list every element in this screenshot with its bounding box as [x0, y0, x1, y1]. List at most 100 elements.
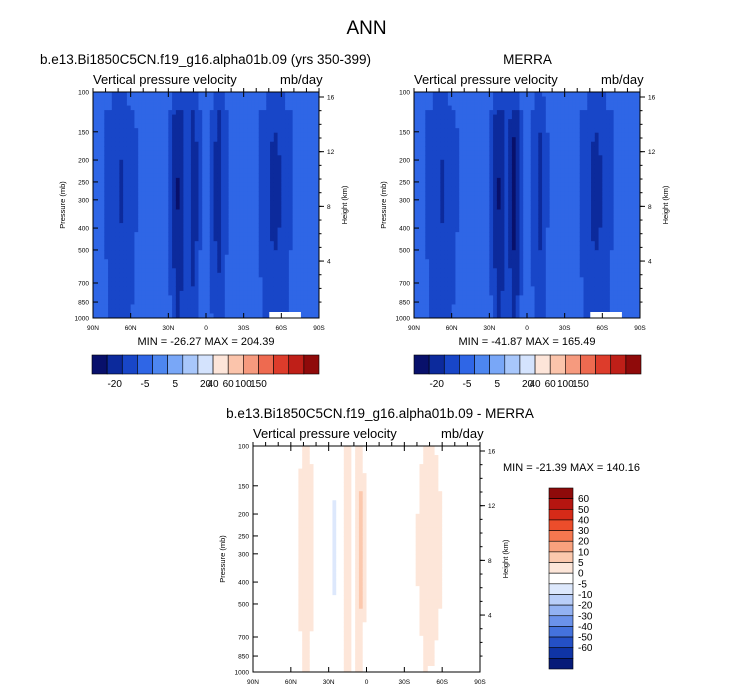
- heatmap-cell: [96, 164, 101, 170]
- heatmap-cell: [288, 205, 294, 210]
- heatmap-cell: [266, 272, 271, 278]
- heatmap-cell: [100, 214, 105, 219]
- heatmap-cell: [175, 92, 181, 97]
- heatmap-cell: [157, 281, 162, 287]
- heatmap-cell: [462, 141, 468, 147]
- heatmap-cell: [466, 236, 471, 242]
- heatmap-cell: [168, 132, 173, 138]
- heatmap-cell: [221, 232, 226, 238]
- heatmap-cell: [251, 137, 256, 143]
- heatmap-cell: [417, 218, 422, 224]
- heatmap-cell: [474, 177, 479, 183]
- heatmap-cell: [270, 295, 275, 301]
- y-tick-label: 850: [78, 300, 89, 307]
- heatmap-cell: [96, 313, 101, 319]
- heatmap-cell: [545, 96, 550, 102]
- heatmap-cell: [534, 295, 539, 301]
- heatmap-cell: [123, 186, 128, 192]
- heatmap-cell: [228, 119, 233, 125]
- heatmap-cell: [462, 146, 468, 152]
- heatmap-cell: [500, 308, 505, 314]
- heatmap-cell: [217, 277, 222, 283]
- heatmap-cell: [183, 173, 188, 179]
- heatmap-cell: [270, 277, 275, 283]
- heatmap-cell: [425, 259, 430, 265]
- heatmap-cell: [262, 146, 267, 152]
- heatmap-cell: [459, 299, 464, 305]
- heatmap-cell: [115, 277, 120, 283]
- heatmap-cell: [455, 214, 460, 219]
- heatmap-cell: [266, 313, 271, 319]
- heatmap-cell: [243, 155, 248, 161]
- heatmap-cell: [478, 164, 483, 170]
- heatmap-cell: [527, 141, 532, 147]
- heatmap-cell: [545, 164, 550, 170]
- heatmap-cell: [119, 263, 124, 269]
- heatmap-cell: [273, 214, 278, 219]
- heatmap-cell: [273, 223, 278, 228]
- heatmap-cell: [485, 272, 490, 278]
- heatmap-cell: [236, 268, 241, 274]
- heatmap-cell: [123, 236, 128, 242]
- heatmap-cell: [530, 150, 535, 156]
- heatmap-cell: [519, 272, 524, 278]
- heatmap-cell: [307, 254, 312, 260]
- heatmap-cell: [545, 101, 550, 106]
- heatmap-cell: [157, 200, 162, 206]
- heatmap-cell: [115, 232, 120, 238]
- heatmap-cell: [179, 281, 184, 287]
- heatmap-cell: [187, 146, 192, 152]
- heatmap-cell: [474, 101, 479, 106]
- heatmap-cell: [432, 96, 437, 102]
- heatmap-cell: [447, 177, 453, 183]
- heatmap-cell: [93, 173, 98, 179]
- heatmap-cell: [432, 259, 437, 265]
- heatmap-cell: [444, 173, 449, 179]
- heatmap-cell: [168, 155, 173, 161]
- heatmap-cell: [202, 290, 207, 296]
- heatmap-cell: [436, 101, 441, 106]
- heatmap-cell: [262, 295, 267, 301]
- heatmap-cell: [481, 209, 486, 215]
- heatmap-cell: [236, 141, 241, 147]
- heatmap-cell: [251, 164, 256, 170]
- heatmap-cell: [451, 128, 456, 134]
- heatmap-cell: [523, 96, 528, 102]
- heatmap-cell: [500, 101, 505, 106]
- heatmap-cell: [243, 245, 248, 251]
- heatmap-cell: [478, 141, 483, 147]
- heatmap-cell: [515, 177, 520, 183]
- heatmap-cell: [251, 168, 256, 174]
- heatmap-cell: [172, 164, 177, 170]
- heatmap-cell: [545, 209, 550, 215]
- heatmap-cell: [542, 308, 547, 314]
- heatmap-cell: [221, 263, 226, 269]
- heatmap-cell: [311, 155, 316, 161]
- heatmap-cell: [489, 299, 494, 305]
- heatmap-cell: [134, 177, 139, 183]
- heatmap-cell: [459, 259, 464, 265]
- heatmap-cell: [300, 177, 305, 183]
- heatmap-cell: [549, 173, 554, 179]
- heatmap-cell: [141, 110, 147, 115]
- heatmap-cell: [270, 223, 275, 228]
- heatmap-cell: [444, 146, 449, 152]
- heatmap-cell: [288, 173, 294, 179]
- heatmap-cell: [538, 200, 543, 206]
- heatmap-cell: [273, 250, 278, 256]
- heatmap-cell: [175, 254, 181, 260]
- heatmap-cell: [213, 290, 218, 296]
- heatmap-cell: [489, 114, 494, 120]
- heatmap-cell: [126, 304, 132, 310]
- heatmap-cell: [141, 272, 147, 278]
- heatmap-cell: [145, 313, 150, 319]
- heatmap-cell: [202, 191, 207, 197]
- heatmap-cell: [179, 128, 184, 134]
- heatmap-cell: [270, 272, 275, 278]
- heatmap-cell: [93, 214, 98, 219]
- heatmap-cell: [440, 218, 445, 224]
- heatmap-cell: [236, 155, 241, 161]
- heatmap-cell: [130, 272, 135, 278]
- heatmap-cell: [206, 141, 211, 147]
- heatmap-cell: [311, 286, 316, 292]
